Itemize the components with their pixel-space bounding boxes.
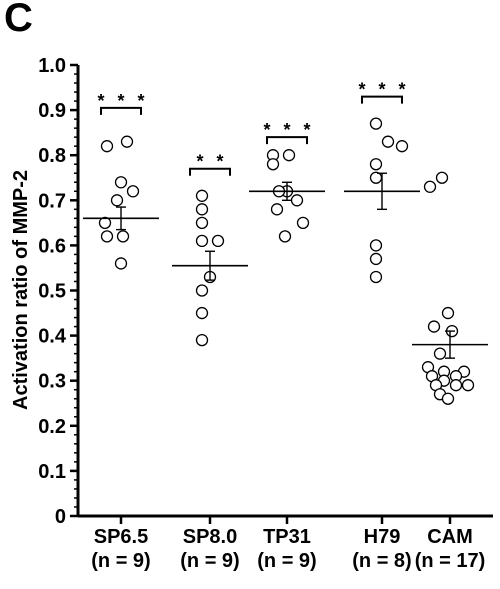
data-point <box>369 158 383 171</box>
x-category-n-label: (n = 8) <box>352 550 411 572</box>
x-category-label: CAM <box>427 526 473 548</box>
data-point <box>195 333 209 347</box>
data-point <box>100 230 114 243</box>
data-point <box>120 135 134 148</box>
data-point <box>211 234 225 248</box>
y-axis-title: Activation ratio of MMP-2 <box>10 170 32 410</box>
y-tick-label: 0.9 <box>38 100 66 122</box>
y-tick-label: 0.6 <box>38 235 66 257</box>
data-point <box>100 140 114 153</box>
x-category-label: SP8.0 <box>183 526 237 548</box>
data-point <box>98 216 112 230</box>
data-point <box>195 234 209 248</box>
data-point <box>270 203 284 216</box>
data-point <box>461 379 475 392</box>
data-point <box>195 284 209 297</box>
significance-bracket <box>100 106 142 115</box>
data-point <box>114 257 128 270</box>
y-tick-label: 0.1 <box>38 461 66 483</box>
significance-label: * * * <box>97 91 148 111</box>
x-category-n-label: (n = 9) <box>91 550 150 572</box>
y-tick-label: 0.5 <box>38 281 66 303</box>
data-point <box>290 194 304 207</box>
data-point <box>110 194 124 207</box>
significance-label: * * * <box>358 80 409 100</box>
y-tick-label: 0 <box>55 506 66 528</box>
data-point <box>195 203 209 216</box>
significance-label: * * <box>196 152 227 172</box>
data-point <box>449 379 463 392</box>
panel-label: C <box>4 0 33 40</box>
data-point <box>435 171 449 184</box>
x-category-label: TP31 <box>263 526 311 548</box>
data-point <box>433 347 447 360</box>
y-tick-label: 1.0 <box>38 55 66 77</box>
data-point <box>395 140 409 153</box>
data-point <box>423 180 437 193</box>
x-category-n-label: (n = 9) <box>257 550 316 572</box>
data-point <box>195 216 209 230</box>
y-tick-label: 0.2 <box>38 416 66 438</box>
significance-bracket <box>361 95 403 104</box>
significance-bracket <box>266 136 308 145</box>
data-point <box>369 239 383 252</box>
data-point <box>427 320 441 333</box>
data-point <box>114 176 128 189</box>
data-point <box>195 306 209 320</box>
data-point <box>441 392 455 405</box>
data-point <box>282 149 296 162</box>
data-point <box>441 306 455 320</box>
y-tick-label: 0.7 <box>38 190 66 212</box>
data-point <box>296 216 310 230</box>
data-point <box>381 135 395 148</box>
data-point <box>369 270 383 284</box>
significance-bracket <box>189 167 231 176</box>
x-category-label: SP6.5 <box>94 526 148 548</box>
data-point <box>126 185 140 198</box>
x-category-n-label: (n = 9) <box>180 550 239 572</box>
data-point <box>266 158 280 171</box>
y-tick-label: 0.3 <box>38 371 66 393</box>
x-category-n-label: (n = 17) <box>415 550 486 572</box>
data-point <box>195 189 209 202</box>
y-tick-label: 0.8 <box>38 145 66 167</box>
significance-label: * * * <box>263 120 314 140</box>
data-point <box>116 230 130 243</box>
data-point <box>278 230 292 243</box>
chart-marks: * * * * * * * * * * * <box>83 80 488 405</box>
y-tick-label: 0.4 <box>38 326 67 348</box>
data-point <box>369 252 383 266</box>
x-category-label: H79 <box>364 526 401 548</box>
data-point <box>369 117 383 130</box>
